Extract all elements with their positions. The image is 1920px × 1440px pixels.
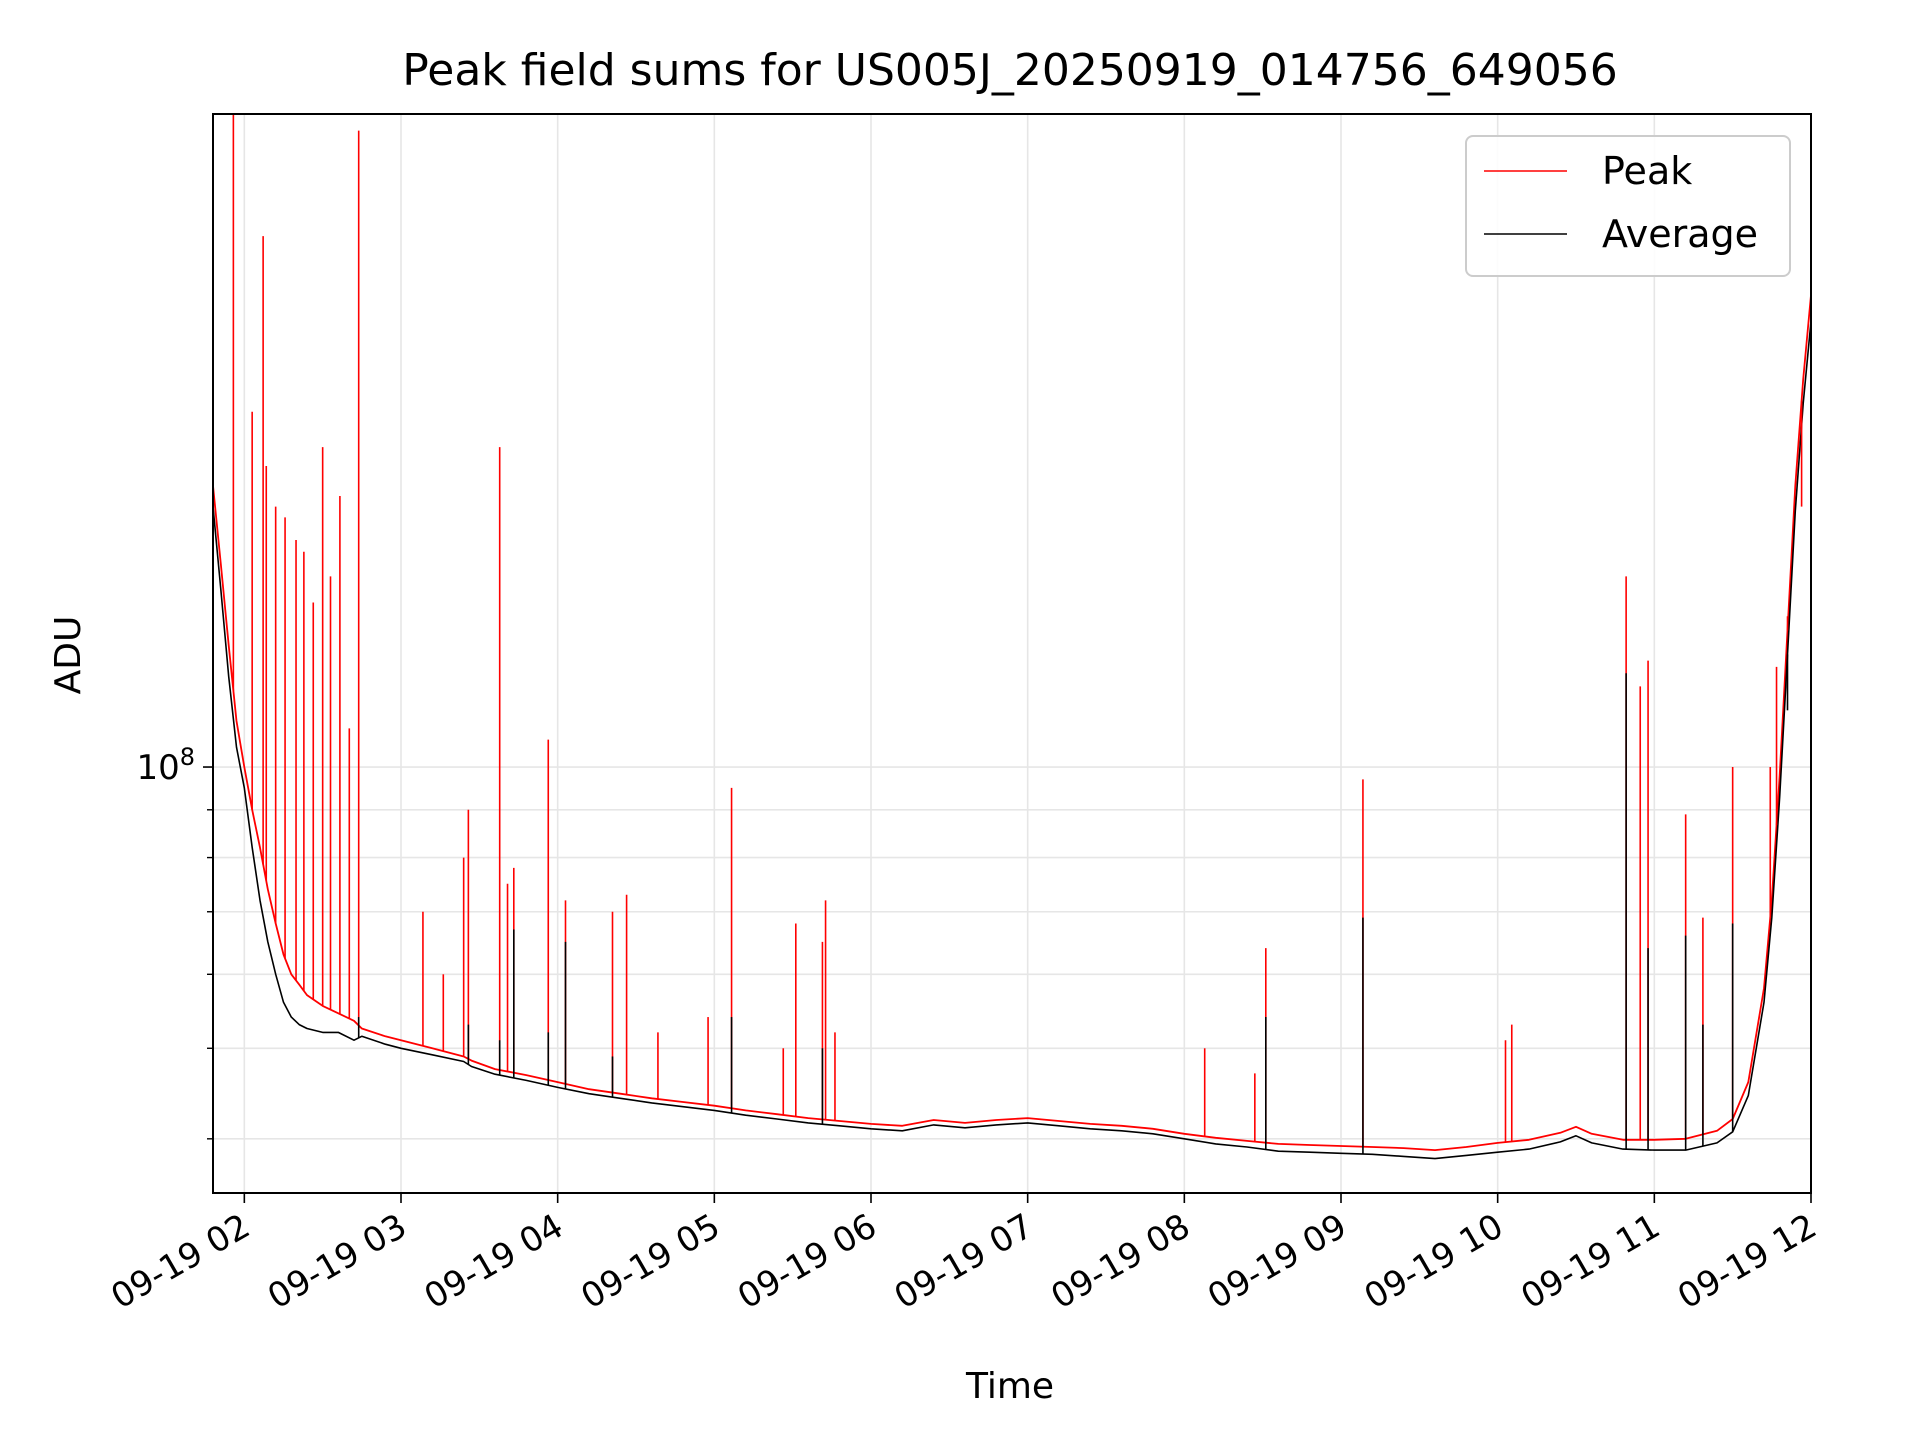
legend: Peak Average [1465, 135, 1791, 277]
legend-label-average: Average [1602, 212, 1758, 256]
plot-frame [212, 113, 1812, 1194]
series-line-average [212, 321, 1812, 1160]
legend-label-peak: Peak [1602, 149, 1692, 193]
chart-title: Peak field sums for US005J_20250919_0147… [402, 45, 1617, 96]
series-layer [212, 114, 1812, 1160]
y-axis-label: ADU [48, 616, 89, 695]
series-line-peak [212, 295, 1812, 1151]
x-axis-label: Time [965, 1366, 1054, 1407]
y-tick-label-major: 108 [136, 743, 195, 788]
